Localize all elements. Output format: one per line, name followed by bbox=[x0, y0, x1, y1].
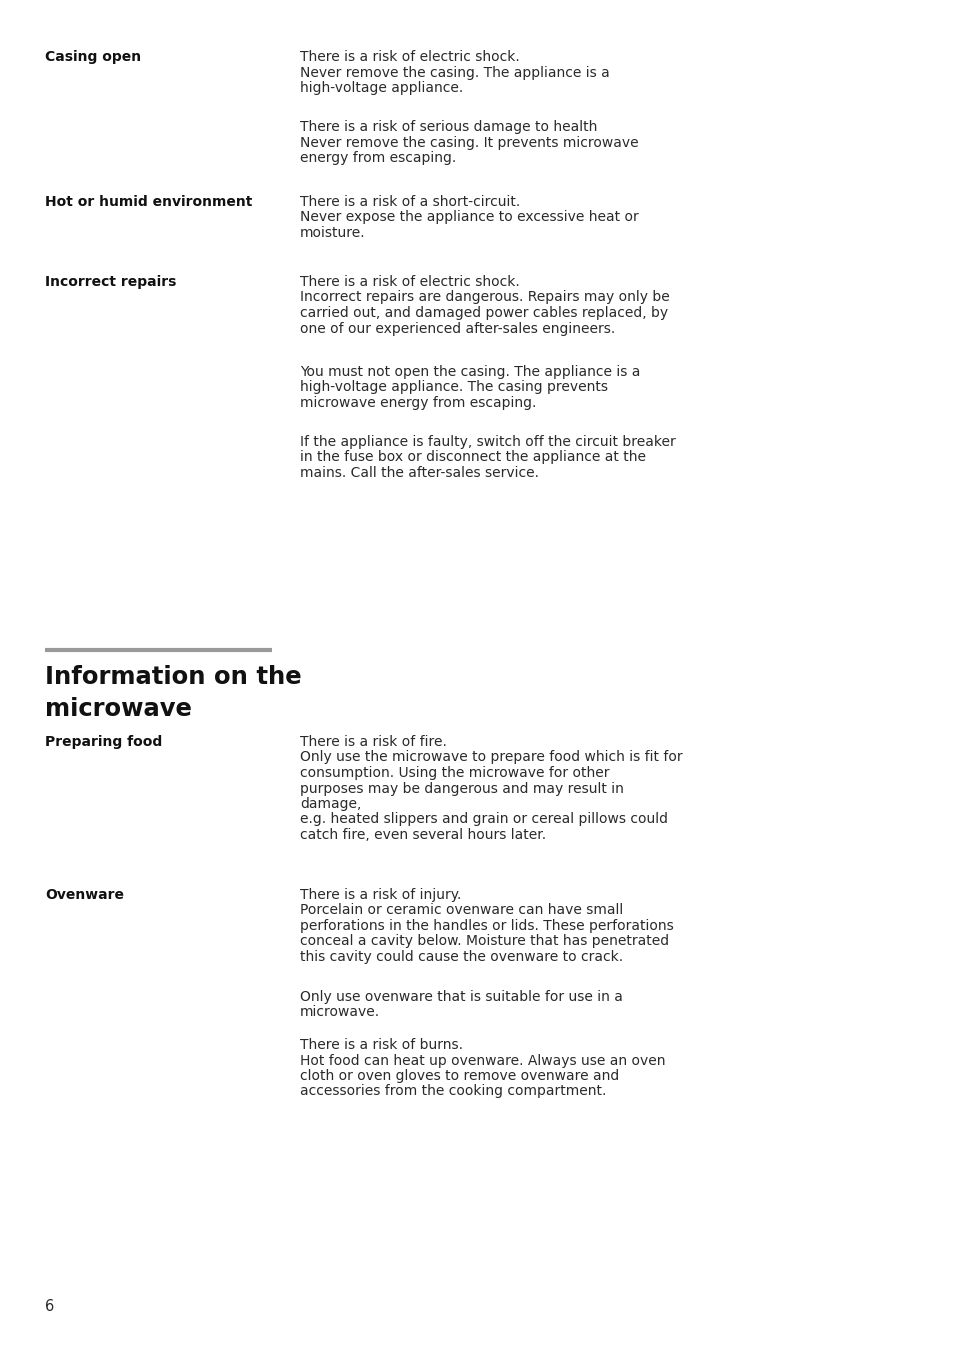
Text: purposes may be dangerous and may result in: purposes may be dangerous and may result… bbox=[299, 781, 623, 795]
Text: in the fuse box or disconnect the appliance at the: in the fuse box or disconnect the applia… bbox=[299, 450, 645, 465]
Text: high-voltage appliance.: high-voltage appliance. bbox=[299, 81, 463, 95]
Text: conceal a cavity below. Moisture that has penetrated: conceal a cavity below. Moisture that ha… bbox=[299, 934, 668, 949]
Text: catch fire, even several hours later.: catch fire, even several hours later. bbox=[299, 827, 545, 842]
Text: consumption. Using the microwave for other: consumption. Using the microwave for oth… bbox=[299, 767, 609, 780]
Text: e.g. heated slippers and grain or cereal pillows could: e.g. heated slippers and grain or cereal… bbox=[299, 813, 667, 826]
Text: moisture.: moisture. bbox=[299, 226, 365, 241]
Text: Hot food can heat up ovenware. Always use an oven: Hot food can heat up ovenware. Always us… bbox=[299, 1053, 665, 1068]
Text: You must not open the casing. The appliance is a: You must not open the casing. The applia… bbox=[299, 365, 639, 379]
Text: this cavity could cause the ovenware to crack.: this cavity could cause the ovenware to … bbox=[299, 950, 622, 964]
Text: microwave.: microwave. bbox=[299, 1006, 379, 1019]
Text: microwave: microwave bbox=[45, 698, 192, 721]
Text: microwave energy from escaping.: microwave energy from escaping. bbox=[299, 396, 536, 410]
Text: Information on the: Information on the bbox=[45, 665, 301, 690]
Text: There is a risk of electric shock.: There is a risk of electric shock. bbox=[299, 274, 519, 289]
Text: There is a risk of serious damage to health: There is a risk of serious damage to hea… bbox=[299, 120, 597, 134]
Text: If the appliance is faulty, switch off the circuit breaker: If the appliance is faulty, switch off t… bbox=[299, 435, 675, 449]
Text: carried out, and damaged power cables replaced, by: carried out, and damaged power cables re… bbox=[299, 306, 667, 320]
Text: cloth or oven gloves to remove ovenware and: cloth or oven gloves to remove ovenware … bbox=[299, 1069, 618, 1083]
Text: damage,: damage, bbox=[299, 796, 361, 811]
Text: There is a risk of injury.: There is a risk of injury. bbox=[299, 888, 461, 902]
Text: one of our experienced after-sales engineers.: one of our experienced after-sales engin… bbox=[299, 322, 615, 335]
Text: Never expose the appliance to excessive heat or: Never expose the appliance to excessive … bbox=[299, 211, 639, 224]
Text: There is a risk of fire.: There is a risk of fire. bbox=[299, 735, 446, 749]
Text: Hot or humid environment: Hot or humid environment bbox=[45, 195, 253, 210]
Text: Casing open: Casing open bbox=[45, 50, 141, 64]
Text: Preparing food: Preparing food bbox=[45, 735, 162, 749]
Text: perforations in the handles or lids. These perforations: perforations in the handles or lids. The… bbox=[299, 919, 673, 933]
Text: There is a risk of a short-circuit.: There is a risk of a short-circuit. bbox=[299, 195, 519, 210]
Text: 6: 6 bbox=[45, 1299, 54, 1314]
Text: Incorrect repairs are dangerous. Repairs may only be: Incorrect repairs are dangerous. Repairs… bbox=[299, 291, 669, 304]
Text: Only use ovenware that is suitable for use in a: Only use ovenware that is suitable for u… bbox=[299, 990, 622, 1005]
Text: accessories from the cooking compartment.: accessories from the cooking compartment… bbox=[299, 1084, 606, 1098]
Text: Never remove the casing. The appliance is a: Never remove the casing. The appliance i… bbox=[299, 65, 609, 80]
Text: There is a risk of electric shock.: There is a risk of electric shock. bbox=[299, 50, 519, 64]
Text: mains. Call the after-sales service.: mains. Call the after-sales service. bbox=[299, 466, 538, 480]
Text: energy from escaping.: energy from escaping. bbox=[299, 151, 456, 165]
Text: Never remove the casing. It prevents microwave: Never remove the casing. It prevents mic… bbox=[299, 135, 638, 150]
Text: Incorrect repairs: Incorrect repairs bbox=[45, 274, 176, 289]
Text: There is a risk of burns.: There is a risk of burns. bbox=[299, 1038, 462, 1052]
Text: Only use the microwave to prepare food which is fit for: Only use the microwave to prepare food w… bbox=[299, 750, 682, 764]
Text: high-voltage appliance. The casing prevents: high-voltage appliance. The casing preve… bbox=[299, 380, 607, 395]
Text: Ovenware: Ovenware bbox=[45, 888, 124, 902]
Text: Porcelain or ceramic ovenware can have small: Porcelain or ceramic ovenware can have s… bbox=[299, 903, 622, 918]
